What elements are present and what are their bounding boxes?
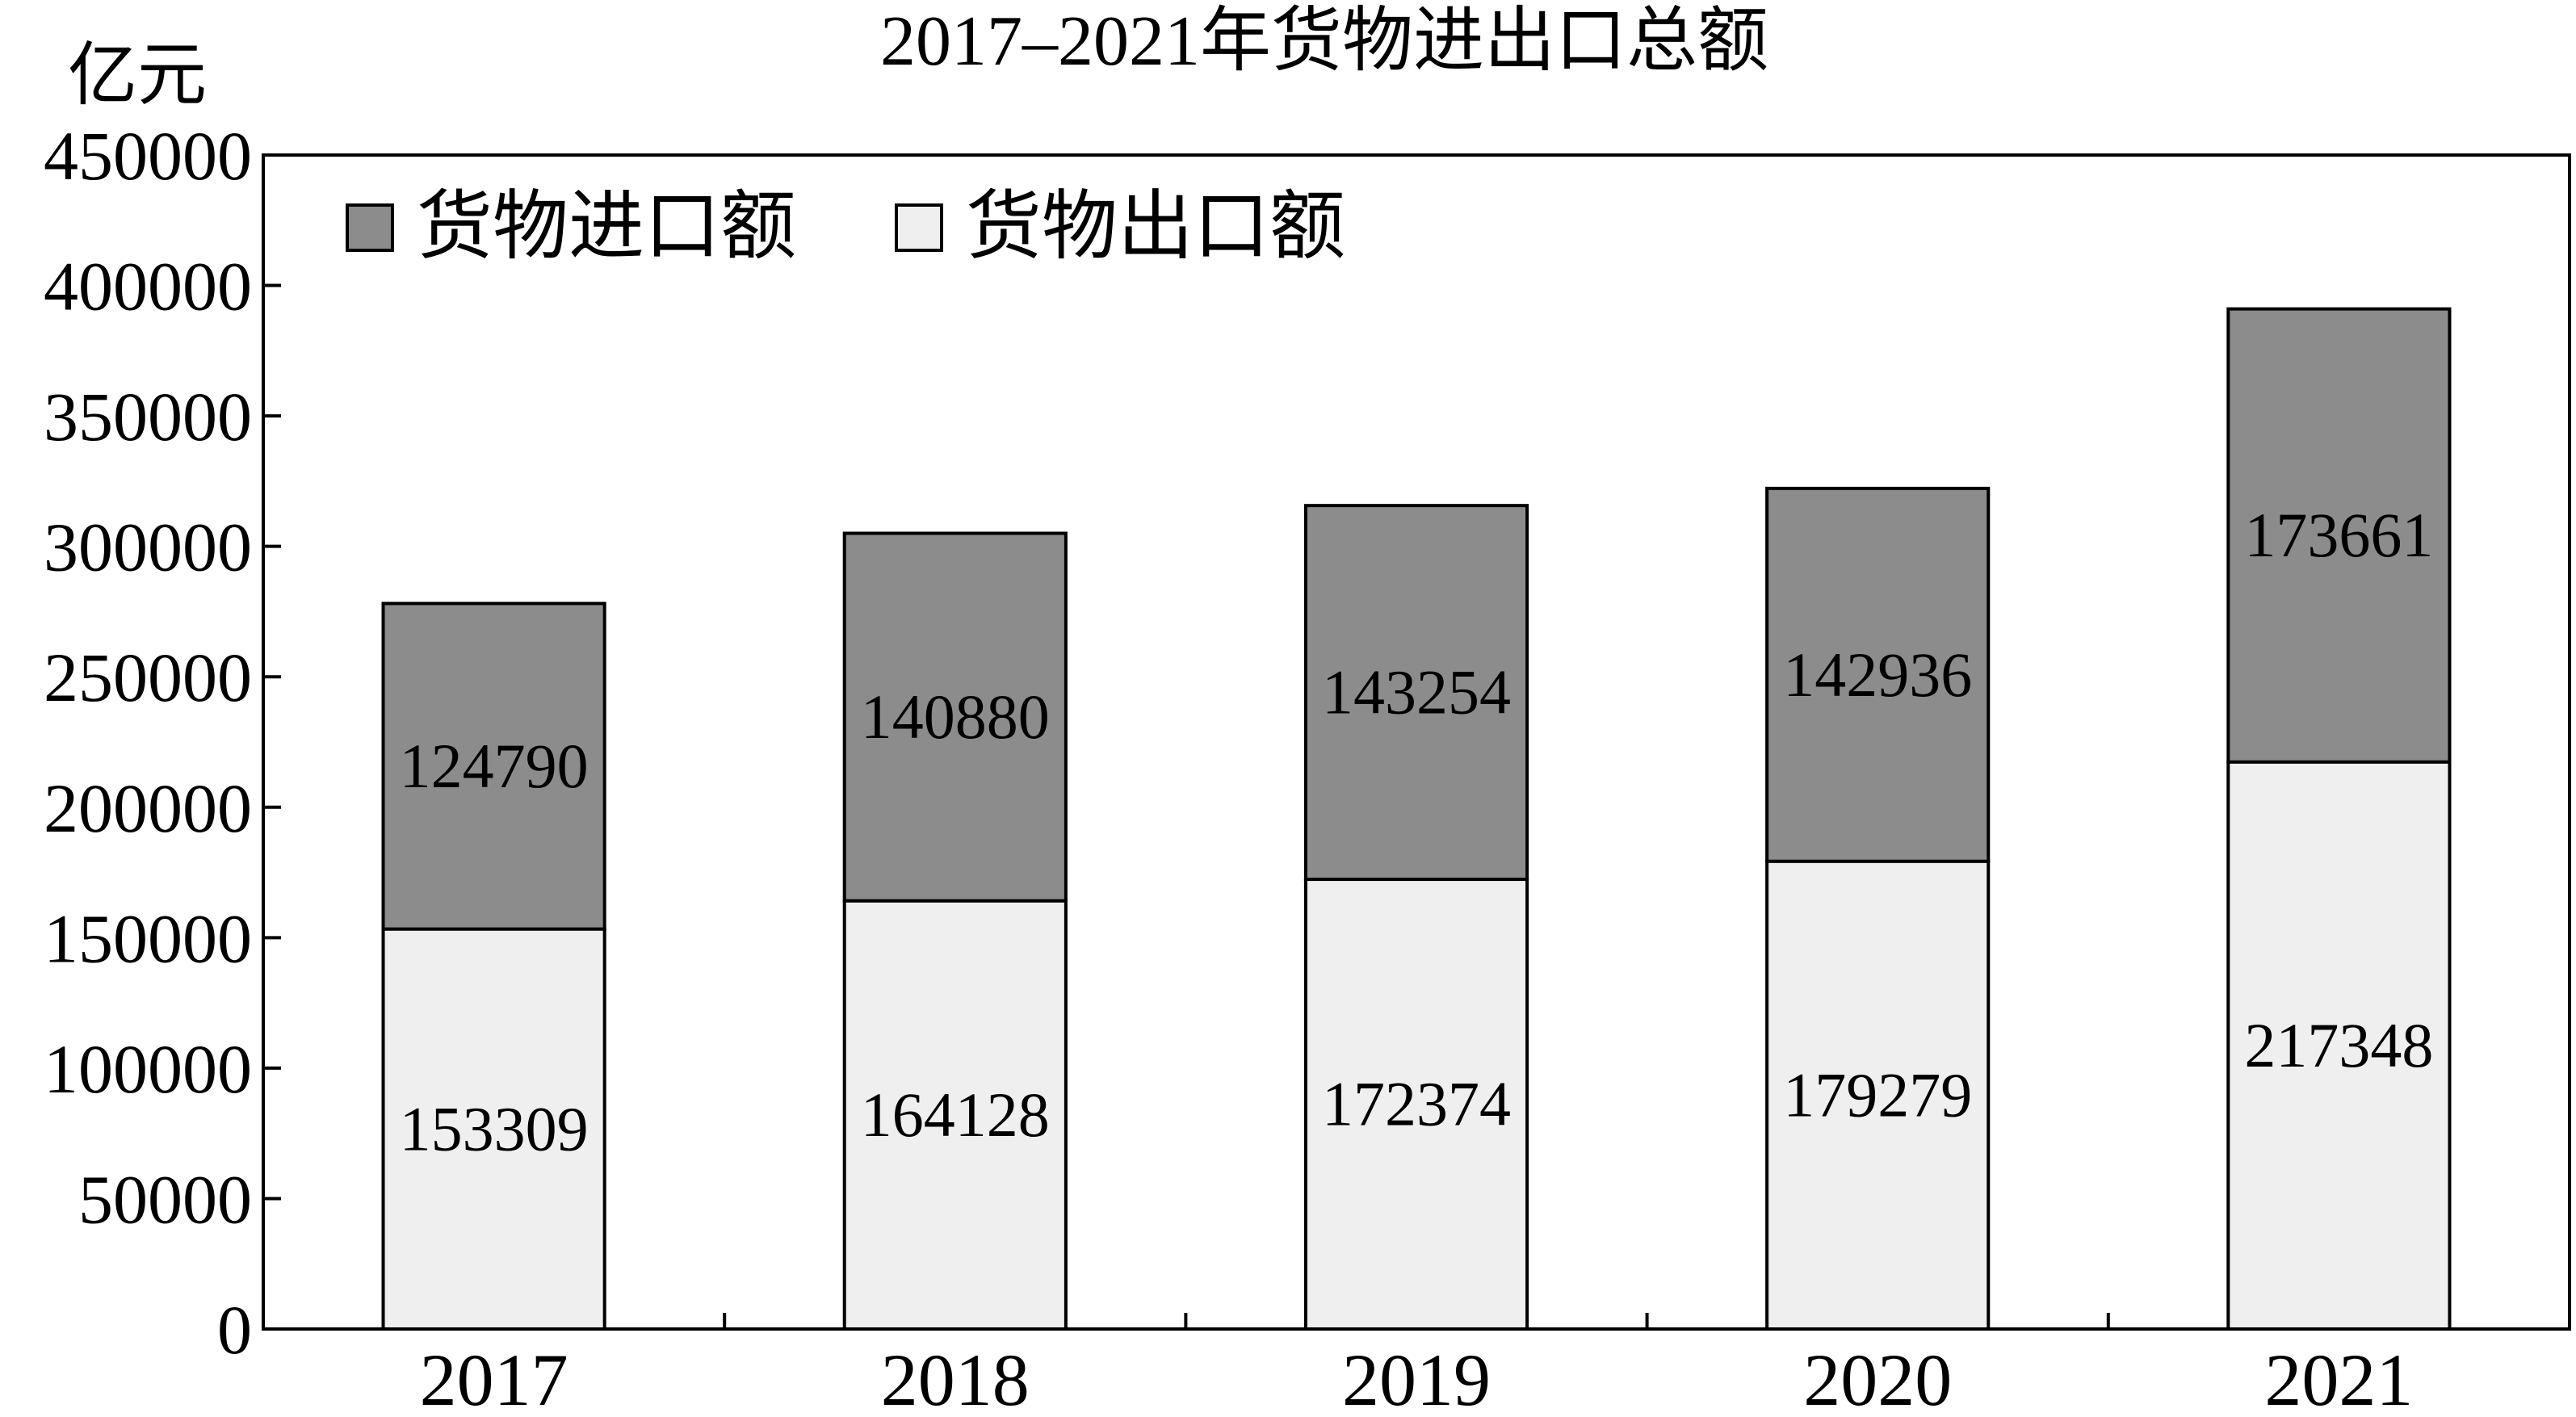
bar-import-2018 bbox=[842, 531, 1068, 903]
y-tick-label: 200000 bbox=[44, 769, 252, 847]
y-tick-label: 100000 bbox=[44, 1030, 252, 1108]
bar-import-2020 bbox=[1765, 486, 1991, 863]
x-tick-label: 2020 bbox=[1803, 1339, 1952, 1413]
y-axis: 0 50000 100000 150000 200000 250000 300000 3500… bbox=[44, 117, 281, 1369]
data-label-import-2020: 142936 bbox=[1783, 639, 1972, 710]
x-tick-label: 2019 bbox=[1342, 1339, 1491, 1413]
x-axis: 2017 2018 2019 2020 2021 bbox=[420, 1313, 2413, 1417]
y-tick-label: 400000 bbox=[44, 248, 252, 325]
data-label-export-2017: 153309 bbox=[400, 1093, 589, 1163]
legend: 货物进口额 货物出口额 bbox=[346, 185, 1345, 269]
legend-swatch-export bbox=[895, 203, 943, 252]
chart-title: 2017–2021年货物进出口总额 bbox=[880, 2, 1768, 81]
x-tick-label: 2017 bbox=[420, 1339, 568, 1413]
y-tick-label: 350000 bbox=[44, 378, 252, 455]
data-label-import-2018: 140880 bbox=[861, 681, 1050, 752]
legend-swatch-import bbox=[346, 203, 394, 252]
data-label-export-2018: 164128 bbox=[861, 1080, 1050, 1150]
y-tick-label: 250000 bbox=[44, 639, 252, 716]
bar-import-2021 bbox=[2226, 307, 2452, 764]
data-label-import-2017: 124790 bbox=[400, 731, 589, 801]
bar-import-2019 bbox=[1303, 504, 1529, 882]
data-label-export-2019: 172374 bbox=[1322, 1069, 1511, 1139]
bar-export-2021 bbox=[2226, 760, 2452, 1331]
y-axis-unit-label: 亿元 bbox=[68, 36, 207, 114]
legend-label-import: 货物进口额 bbox=[417, 185, 796, 269]
y-tick-label: 450000 bbox=[44, 117, 252, 195]
x-tick-label: 2021 bbox=[2264, 1339, 2413, 1413]
bar-import-2017 bbox=[381, 602, 606, 931]
y-tick-label: 0 bbox=[217, 1291, 252, 1369]
data-label-import-2019: 143254 bbox=[1322, 657, 1511, 727]
bars-group: 153309 124790 164128 140880 172374 143254 1792… bbox=[381, 307, 2452, 1331]
data-label-export-2021: 217348 bbox=[2244, 1010, 2433, 1080]
x-tick-label: 2018 bbox=[881, 1339, 1030, 1413]
data-label-export-2020: 179279 bbox=[1783, 1059, 1972, 1130]
bar-export-2017 bbox=[381, 927, 606, 1331]
legend-label-export: 货物出口额 bbox=[966, 185, 1345, 269]
y-tick-label: 300000 bbox=[44, 509, 252, 586]
y-tick-label: 50000 bbox=[78, 1160, 252, 1238]
y-tick-label: 150000 bbox=[44, 899, 252, 977]
data-label-import-2021: 173661 bbox=[2244, 500, 2433, 570]
bar-export-2019 bbox=[1303, 878, 1529, 1331]
bar-export-2018 bbox=[842, 899, 1068, 1331]
